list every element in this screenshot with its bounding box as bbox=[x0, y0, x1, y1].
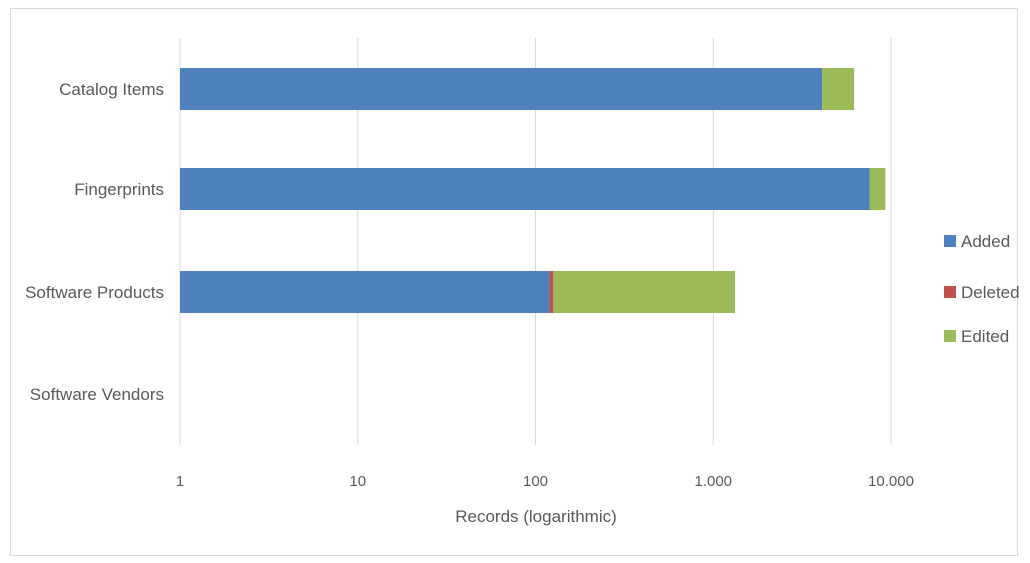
category-label: Catalog Items bbox=[59, 80, 164, 99]
legend-label: Added bbox=[961, 232, 1010, 251]
bars bbox=[180, 68, 886, 313]
x-tick-labels: 1 10 100 1.000 10.000 bbox=[176, 473, 914, 490]
category-label: Software Products bbox=[25, 283, 164, 302]
bar-edited bbox=[869, 168, 886, 210]
x-axis-title: Records (logarithmic) bbox=[455, 507, 617, 526]
x-tick-label: 1 bbox=[176, 473, 184, 490]
x-tick-label: 1.000 bbox=[694, 473, 732, 490]
bar-added bbox=[180, 271, 550, 313]
bar-edited bbox=[822, 68, 855, 110]
x-tick-label: 100 bbox=[523, 473, 548, 490]
category-label: Fingerprints bbox=[74, 180, 164, 199]
legend-label: Edited bbox=[961, 327, 1009, 346]
bar-edited bbox=[553, 271, 736, 313]
legend-swatch bbox=[944, 330, 956, 342]
bar-added bbox=[180, 68, 823, 110]
bar-deleted bbox=[549, 271, 554, 313]
x-tick-label: 10 bbox=[349, 473, 366, 490]
legend: Added Deleted Edited bbox=[944, 232, 1020, 346]
category-labels: Catalog Items Fingerprints Software Produc… bbox=[25, 80, 164, 404]
bar-added bbox=[180, 168, 870, 210]
x-tick-label: 10.000 bbox=[868, 473, 914, 490]
legend-swatch bbox=[944, 286, 956, 298]
chart-frame bbox=[10, 8, 1018, 556]
legend-swatch bbox=[944, 235, 956, 247]
legend-label: Deleted bbox=[961, 283, 1020, 302]
category-label: Software Vendors bbox=[30, 385, 164, 404]
